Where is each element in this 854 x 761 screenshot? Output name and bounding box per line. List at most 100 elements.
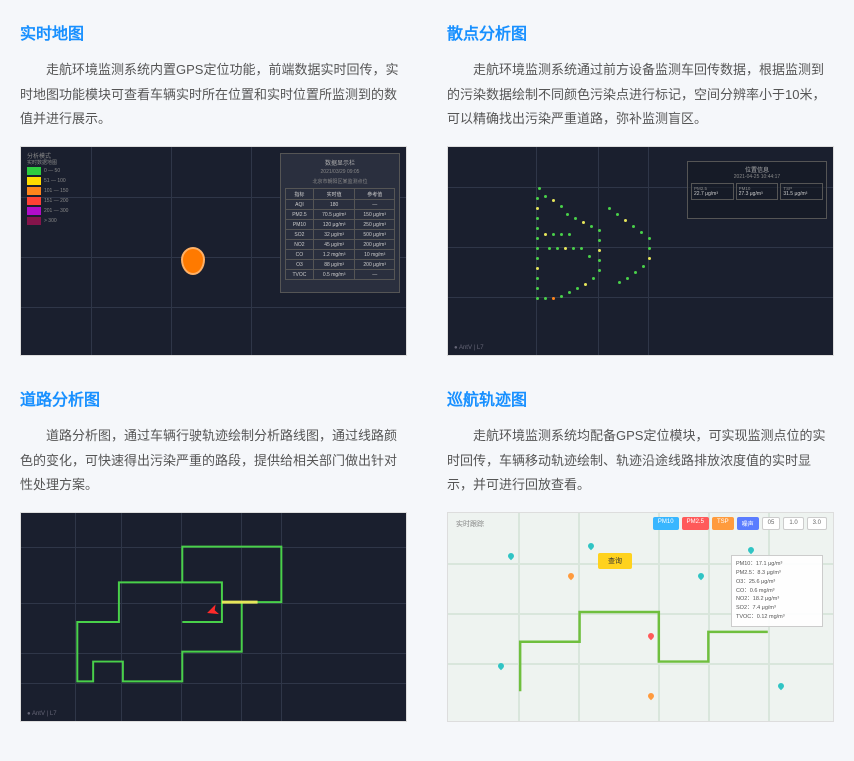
panel-time: 2021-04-25 10:44:17 bbox=[691, 174, 823, 180]
pollution-dot bbox=[598, 269, 601, 272]
t1-sub: 实时数据地图 bbox=[27, 159, 57, 166]
thumb-road-analysis: ➤ ● AntV | L7 bbox=[20, 512, 407, 722]
metric-value: 22.7 μg/m³ bbox=[694, 191, 731, 197]
readout-row: SO2：7.4 μg/m³ bbox=[736, 604, 818, 613]
pollution-dot bbox=[552, 297, 555, 300]
legend-swatch bbox=[27, 177, 41, 185]
thumb-realtime-map: 分析模式 实时数据地图 0 — 5051 — 100101 — 150151 —… bbox=[20, 146, 407, 356]
metric-cell: PM1027.3 μg/m³ bbox=[736, 183, 779, 200]
pollution-dot bbox=[536, 287, 539, 290]
legend-range: 0 — 50 bbox=[44, 168, 60, 174]
table-cell: 180 bbox=[313, 200, 355, 210]
card-desc: 走航环境监测系统通过前方设备监测车回传数据，根据监测到的污染数据绘制不同颜色污染… bbox=[447, 58, 834, 132]
pollution-dot bbox=[616, 213, 619, 216]
panel-title: 位置信息 bbox=[691, 165, 823, 174]
pollution-dot bbox=[608, 207, 611, 210]
readout-panel: PM10：17.1 μg/m³PM2.5：8.3 μg/m³O3：25.6 μg… bbox=[731, 555, 823, 627]
pollution-dot bbox=[572, 247, 575, 250]
card-desc: 道路分析图，通过车辆行驶轨迹绘制分析路线图，通过线路颜色的变化，可快速得出污染严… bbox=[20, 424, 407, 498]
pollution-dot bbox=[598, 239, 601, 242]
pollution-dot bbox=[648, 247, 651, 250]
pollution-dot bbox=[538, 187, 541, 190]
antv-credit: ● AntV | L7 bbox=[27, 711, 57, 717]
pollution-dot bbox=[582, 221, 585, 224]
legend-swatch bbox=[27, 197, 41, 205]
pollution-dot bbox=[624, 219, 627, 222]
antv-credit: ● AntV | L7 bbox=[454, 345, 484, 351]
pollution-dot bbox=[576, 287, 579, 290]
table-cell: 200 μg/m³ bbox=[355, 240, 395, 250]
legend-swatch bbox=[27, 187, 41, 195]
pollution-dot bbox=[536, 247, 539, 250]
pollution-dot bbox=[536, 207, 539, 210]
table-cell: 1.2 mg/m³ bbox=[313, 250, 355, 260]
feature-grid: 实时地图 走航环境监测系统内置GPS定位功能，前端数据实时回传，实时地图功能模块… bbox=[20, 20, 834, 722]
panel-title: 数据显示栏 bbox=[285, 158, 395, 167]
readout-row: CO：0.6 mg/m³ bbox=[736, 587, 818, 596]
card-road-analysis: 道路分析图 道路分析图，通过车辆行驶轨迹绘制分析路线图，通过线路颜色的变化，可快… bbox=[20, 386, 407, 722]
table-cell: 45 μg/m³ bbox=[313, 240, 355, 250]
table-cell: CO bbox=[286, 250, 314, 260]
panel-date: 2021/03/29 09:05 bbox=[285, 169, 395, 175]
table-cell: 500 μg/m³ bbox=[355, 230, 395, 240]
table-cell: 70.5 μg/m³ bbox=[313, 210, 355, 220]
table-row: AQI180— bbox=[286, 200, 395, 210]
table-cell: PM2.5 bbox=[286, 210, 314, 220]
legend-range: 201 — 300 bbox=[44, 208, 68, 214]
pollution-dot bbox=[648, 257, 651, 260]
pollution-dot bbox=[536, 297, 539, 300]
card-title: 道路分析图 bbox=[20, 386, 407, 410]
legend-swatch bbox=[27, 207, 41, 215]
route-line bbox=[77, 547, 281, 682]
pollution-dot bbox=[590, 225, 593, 228]
pollution-dot bbox=[552, 233, 555, 236]
card-title: 散点分析图 bbox=[447, 20, 834, 44]
table-cell: SO2 bbox=[286, 230, 314, 240]
card-trajectory: 巡航轨迹图 走航环境监测系统均配备GPS定位模块，可实现监测点位的实时回传，车辆… bbox=[447, 386, 834, 722]
legend-row: 51 — 100 bbox=[27, 177, 79, 185]
readout-row: PM10：17.1 μg/m³ bbox=[736, 560, 818, 569]
metric-value: 27.3 μg/m³ bbox=[739, 191, 776, 197]
pollution-dot bbox=[598, 259, 601, 262]
table-cell: TVOC bbox=[286, 270, 314, 280]
pollution-dot bbox=[566, 213, 569, 216]
pollution-dot bbox=[642, 265, 645, 268]
table-cell: 0.5 mg/m³ bbox=[313, 270, 355, 280]
pollution-dot bbox=[598, 229, 601, 232]
table-row: O388 μg/m³200 μg/m³ bbox=[286, 260, 395, 270]
card-scatter: 散点分析图 走航环境监测系统通过前方设备监测车回传数据，根据监测到的污染数据绘制… bbox=[447, 20, 834, 356]
location-panel: 位置信息 2021-04-25 10:44:17 PM2.522.7 μg/m³… bbox=[687, 161, 827, 219]
table-row: TVOC0.5 mg/m³— bbox=[286, 270, 395, 280]
table-cell: 32 μg/m³ bbox=[313, 230, 355, 240]
table-row: PM10120 μg/m³250 μg/m³ bbox=[286, 220, 395, 230]
card-title: 巡航轨迹图 bbox=[447, 386, 834, 410]
metric-value: 31.5 μg/m³ bbox=[783, 191, 820, 197]
pollution-dot bbox=[592, 277, 595, 280]
pollution-dot bbox=[560, 205, 563, 208]
table-cell: — bbox=[355, 270, 395, 280]
vehicle-marker-icon bbox=[181, 247, 205, 275]
card-title: 实时地图 bbox=[20, 20, 407, 44]
pollution-dot bbox=[584, 283, 587, 286]
card-desc: 走航环境监测系统内置GPS定位功能，前端数据实时回传，实时地图功能模块可查看车辆… bbox=[20, 58, 407, 132]
metric-grid: PM2.522.7 μg/m³PM1027.3 μg/m³TSP31.5 μg/… bbox=[691, 183, 823, 200]
legend-swatch bbox=[27, 167, 41, 175]
pollution-dot bbox=[536, 277, 539, 280]
pollution-dot bbox=[544, 233, 547, 236]
table-cell: 120 μg/m³ bbox=[313, 220, 355, 230]
aqi-legend: 0 — 5051 — 100101 — 150151 — 200201 — 30… bbox=[27, 167, 79, 225]
pollution-dot bbox=[648, 237, 651, 240]
pollution-dot bbox=[626, 277, 629, 280]
table-header: 参考值 bbox=[355, 189, 395, 200]
readout-row: O3：25.6 μg/m³ bbox=[736, 578, 818, 587]
pollution-dot bbox=[536, 217, 539, 220]
data-panel: 数据显示栏 2021/03/29 09:05 北京市朝阳区某监测点位 指标实时值… bbox=[280, 153, 400, 293]
legend-swatch bbox=[27, 217, 41, 225]
pollution-dot bbox=[536, 267, 539, 270]
table-cell: 150 μg/m³ bbox=[355, 210, 395, 220]
table-cell: 200 μg/m³ bbox=[355, 260, 395, 270]
pollution-dot bbox=[598, 249, 601, 252]
pollution-dot bbox=[568, 233, 571, 236]
legend-row: 151 — 200 bbox=[27, 197, 79, 205]
pollution-dot bbox=[552, 199, 555, 202]
